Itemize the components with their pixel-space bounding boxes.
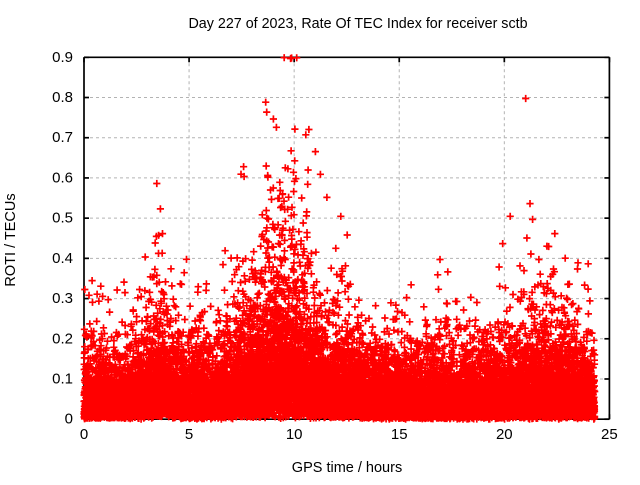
svg-text:10: 10 [286,426,303,443]
svg-text:0.9: 0.9 [52,49,73,66]
svg-text:0: 0 [80,426,88,443]
svg-text:15: 15 [391,426,408,443]
svg-text:20: 20 [496,426,513,443]
svg-text:0.6: 0.6 [52,169,73,186]
svg-text:0.1: 0.1 [52,370,73,387]
svg-text:0.2: 0.2 [52,330,73,347]
svg-text:0: 0 [65,411,73,428]
svg-text:25: 25 [601,426,618,443]
svg-text:Day 227 of 2023, Rate Of TEC I: Day 227 of 2023, Rate Of TEC Index for r… [188,16,527,32]
svg-text:5: 5 [185,426,193,443]
svg-text:0.3: 0.3 [52,290,73,307]
svg-text:0.7: 0.7 [52,129,73,146]
svg-text:ROTI / TECUs: ROTI / TECUs [3,193,19,286]
svg-text:GPS time / hours: GPS time / hours [292,460,402,476]
svg-text:0.4: 0.4 [52,250,73,267]
svg-text:0.5: 0.5 [52,210,73,227]
svg-text:0.8: 0.8 [52,89,73,106]
